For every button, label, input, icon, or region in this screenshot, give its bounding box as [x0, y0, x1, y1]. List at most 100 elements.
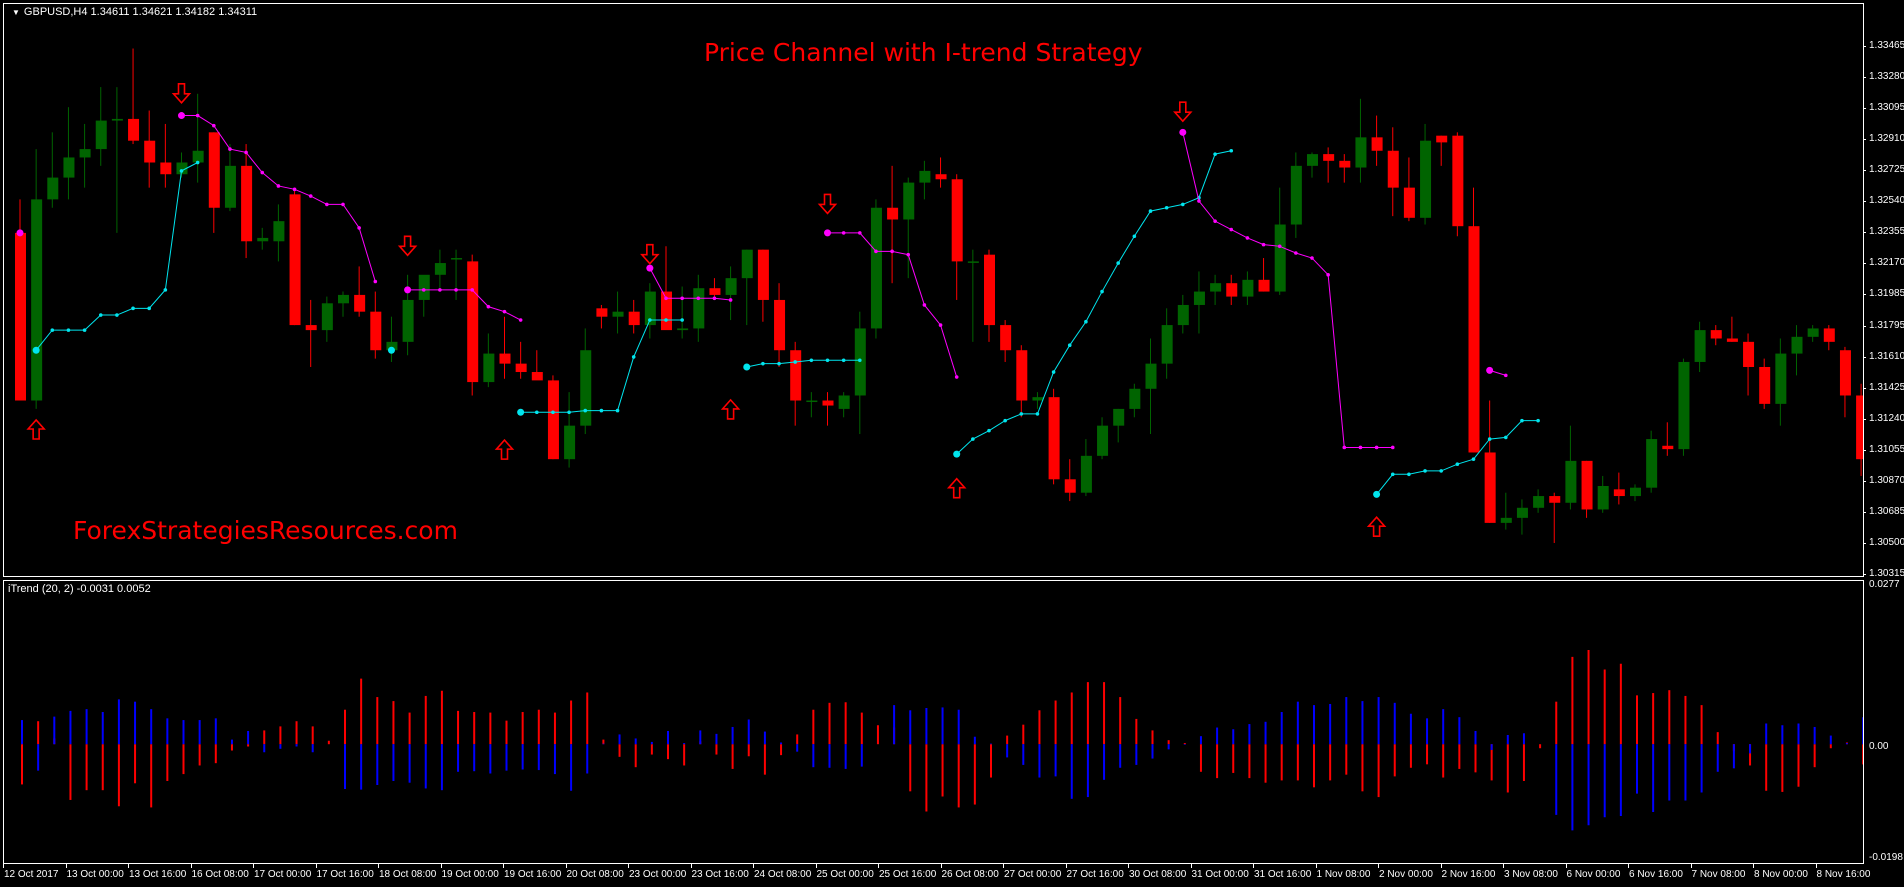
candle: [741, 249, 753, 326]
candle: [822, 392, 834, 426]
time-tick: [378, 864, 379, 868]
sell-arrow-icon: [397, 235, 418, 257]
candle: [160, 123, 172, 188]
price-tick-label: 1.32355: [1869, 226, 1904, 238]
candle: [1000, 320, 1012, 362]
price-tick: [1863, 232, 1866, 234]
candle: [806, 392, 818, 418]
symbol-label: ▼ GBPUSD,H4 1.34611 1.34621 1.34182 1.343…: [12, 6, 258, 18]
price-channel-lower-line: [743, 358, 862, 371]
time-tick-label: 12 Oct 2017: [4, 869, 59, 880]
time-tick: [1128, 864, 1129, 868]
candle: [531, 350, 543, 381]
price-axis[interactable]: 1.33465 1.33280 1.33095 1.32910 1.32725 1.325…: [1863, 0, 1904, 887]
time-tick-label: 27 Oct 16:00: [1066, 869, 1124, 880]
candle: [192, 93, 204, 183]
price-channel-upper-line: [16, 229, 24, 237]
time-tick: [1440, 864, 1442, 868]
time-tick: [1003, 864, 1004, 868]
candle: [1242, 271, 1254, 305]
price-tick: [1863, 356, 1866, 358]
candle: [790, 341, 802, 426]
price-tick: [1863, 511, 1866, 513]
time-tick-label: 19 Oct 00:00: [441, 869, 499, 880]
price-tick: [1863, 449, 1866, 451]
price-tick: [1863, 418, 1866, 420]
buy-arrow-icon: [946, 477, 967, 499]
candle: [1678, 358, 1690, 456]
candle: [515, 341, 527, 379]
candle: [128, 48, 140, 145]
price-channel-lower-line: [953, 148, 1234, 458]
sell-arrow-icon: [640, 243, 660, 265]
time-tick: [1315, 864, 1317, 868]
time-tick-label: 30 Oct 08:00: [1129, 869, 1187, 880]
time-axis[interactable]: 12 Oct 2017 13 Oct 00:00 13 Oct 16:00 16 Oc…: [0, 864, 1904, 887]
candle: [1048, 388, 1060, 485]
candle: [677, 286, 689, 339]
candle: [1258, 258, 1270, 292]
candle: [418, 274, 430, 317]
candle: [1032, 392, 1044, 409]
candle: [1097, 417, 1109, 460]
candle: [1371, 115, 1383, 166]
candle: [386, 316, 398, 362]
time-tick: [753, 864, 754, 868]
candle: [547, 375, 559, 460]
candle: [709, 278, 721, 300]
candle: [612, 291, 624, 334]
time-tick-label: 23 Oct 16:00: [691, 869, 749, 880]
candle: [1581, 460, 1593, 518]
candle: [854, 311, 866, 435]
candle: [1856, 383, 1863, 476]
candle: [1613, 472, 1625, 505]
time-tick-label: 2 Nov 16:00: [1441, 869, 1496, 880]
indicator-label: iTrend (20, 2) -0.0031 0.0052: [8, 583, 151, 595]
itrend-indicator-pane[interactable]: iTrend (20, 2) -0.0031 0.0052: [3, 580, 1864, 864]
price-tick-label: 1.32540: [1869, 195, 1904, 207]
candle: [1064, 459, 1076, 502]
candle: [1630, 484, 1641, 502]
candle: [1791, 325, 1803, 376]
candle: [208, 132, 220, 233]
buy-arrow-icon: [720, 398, 741, 420]
candle: [1468, 187, 1480, 453]
indicator-tick-label: 0.00: [1869, 741, 1889, 752]
candle: [1807, 325, 1819, 342]
price-tick-label: 1.33095: [1869, 102, 1904, 114]
price-channel-upper-line: [1179, 128, 1395, 450]
triangle-down-icon[interactable]: ▼: [12, 8, 20, 17]
price-tick: [1863, 139, 1866, 141]
price-channel-lower-line: [1373, 418, 1540, 498]
candle: [1339, 154, 1351, 183]
time-tick-label: 16 Oct 08:00: [191, 869, 249, 880]
candle: [257, 227, 269, 250]
candle: [564, 392, 576, 468]
candle: [111, 87, 123, 233]
indicator-tick-label: -0.0198: [1869, 852, 1903, 863]
candle: [241, 144, 253, 259]
time-tick-label: 20 Oct 08:00: [566, 869, 624, 880]
price-chart-pane[interactable]: ▼ GBPUSD,H4 1.34611 1.34621 1.34182 1.343…: [3, 3, 1864, 577]
candle: [1129, 383, 1141, 418]
candle: [1420, 123, 1432, 225]
candle: [1839, 346, 1851, 418]
candle: [370, 291, 382, 359]
time-tick-label: 17 Oct 00:00: [254, 869, 312, 880]
buy-arrow-icon: [1366, 516, 1387, 538]
candle: [1323, 147, 1335, 183]
candle: [1597, 475, 1609, 513]
candle: [467, 254, 479, 396]
candle: [984, 249, 995, 342]
time-tick-label: 25 Oct 00:00: [816, 869, 874, 880]
time-tick: [253, 864, 254, 868]
time-tick: [628, 864, 629, 868]
candle: [596, 304, 608, 329]
time-tick: [1690, 864, 1692, 868]
candle: [1743, 333, 1755, 396]
candle: [1565, 425, 1577, 510]
time-tick-label: 3 Nov 08:00: [1504, 869, 1558, 880]
candle: [1355, 98, 1367, 183]
price-tick-label: 1.31425: [1869, 381, 1904, 393]
candle: [451, 249, 463, 300]
